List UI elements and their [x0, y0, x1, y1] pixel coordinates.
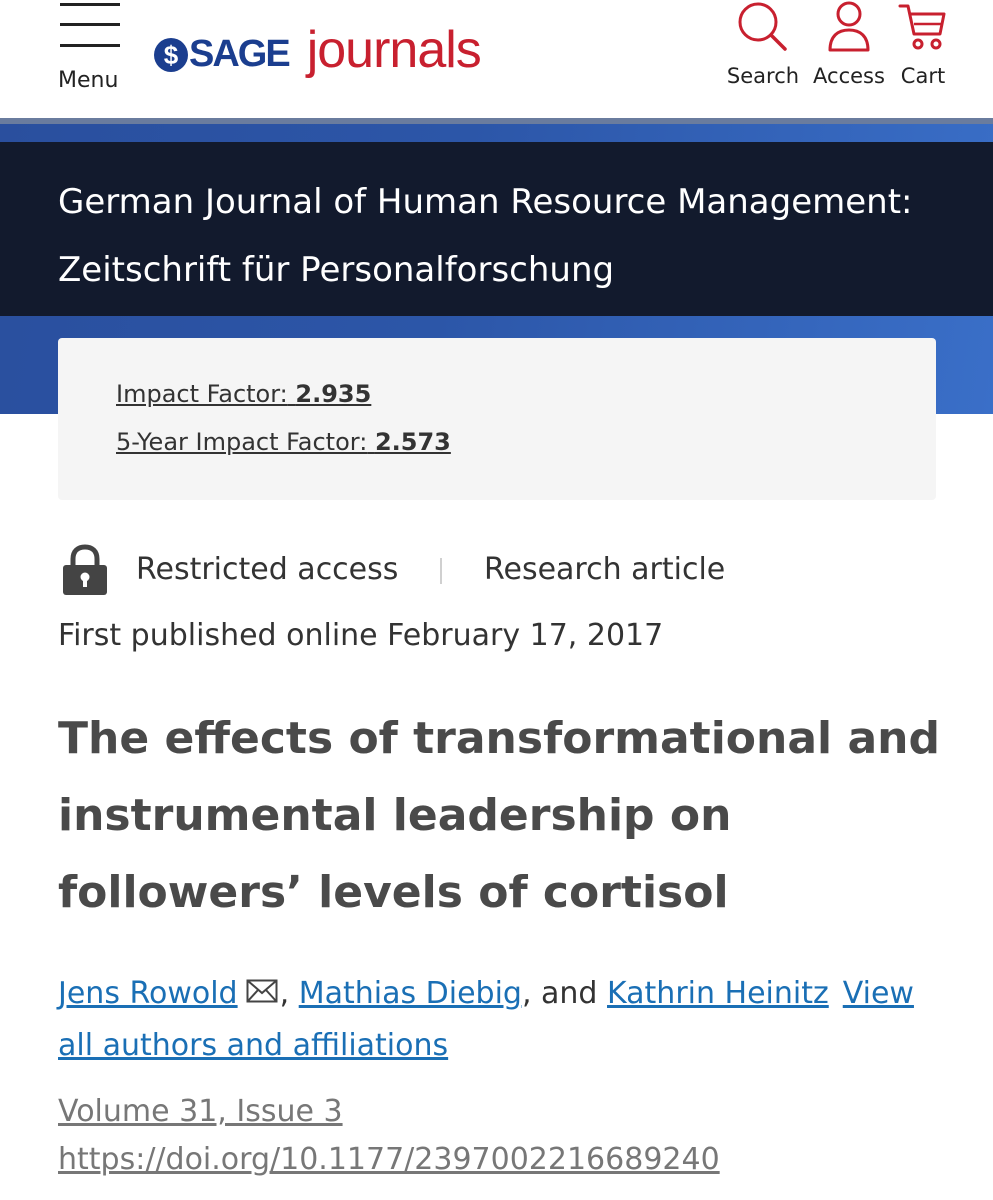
cart-icon	[898, 4, 946, 50]
volume-issue-link[interactable]: Volume 31, Issue 3	[58, 1094, 343, 1129]
header-divider	[0, 118, 993, 124]
author-link-diebig[interactable]: Mathias Diebig	[298, 976, 522, 1011]
search-icon	[738, 2, 787, 51]
access-status: Restricted access	[136, 552, 399, 587]
menu-icon	[60, 0, 120, 50]
separator	[440, 558, 442, 584]
search-label: Search	[726, 64, 800, 88]
five-year-impact-factor-link[interactable]: 5-Year Impact Factor: 2.573	[116, 428, 451, 456]
impact-factor-link[interactable]: Impact Factor: 2.935	[116, 380, 371, 408]
access-button[interactable]: Access	[808, 0, 890, 100]
author-and: , and	[521, 976, 598, 1011]
cart-label: Cart	[900, 64, 946, 88]
lock-icon	[63, 544, 107, 595]
sage-journals-logo[interactable]: $ SAGE journals	[154, 21, 482, 82]
five-year-impact-factor-value: 2.573	[374, 428, 451, 456]
menu-button[interactable]: Menu	[54, 0, 128, 100]
author-list: Jens Rowold, Mathias Diebig, and Kathrin…	[58, 968, 938, 1072]
journal-banner: German Journal of Human Resource Managem…	[0, 142, 993, 316]
author-separator: ,	[279, 976, 290, 1011]
five-year-impact-factor-label: 5-Year Impact Factor:	[116, 428, 368, 456]
logo-sage-text: SAGE	[189, 32, 291, 75]
impact-factor-card: Impact Factor: 2.935 5-Year Impact Facto…	[58, 338, 936, 500]
sage-logo-mark: $	[154, 38, 188, 72]
impact-factor-label: Impact Factor:	[116, 380, 288, 408]
user-icon	[828, 1, 870, 52]
mail-icon[interactable]	[246, 979, 278, 1003]
cart-button[interactable]: Cart	[894, 0, 952, 100]
article-type: Research article	[484, 552, 726, 587]
menu-label: Menu	[58, 68, 119, 93]
article-title: The effects of transformational and inst…	[58, 713, 940, 918]
site-header: Menu $ SAGE journals Search Access Cart	[0, 0, 993, 118]
journal-title[interactable]: German Journal of Human Resource Managem…	[58, 182, 913, 290]
impact-factor-value: 2.935	[295, 380, 372, 408]
doi-link[interactable]: https://doi.org/10.1177/2397002216689240	[58, 1142, 720, 1177]
search-button[interactable]: Search	[722, 0, 804, 100]
access-type-row: Restricted access Research article	[58, 544, 938, 600]
author-link-heinitz[interactable]: Kathrin Heinitz	[607, 976, 829, 1011]
logo-journals-text: journals	[306, 21, 482, 79]
access-label: Access	[813, 64, 885, 88]
view-all-authors-link[interactable]: View all authors and affiliations	[58, 976, 914, 1063]
author-link-rowold[interactable]: Jens Rowold	[58, 976, 238, 1011]
publication-date: First published online February 17, 2017	[58, 618, 664, 653]
